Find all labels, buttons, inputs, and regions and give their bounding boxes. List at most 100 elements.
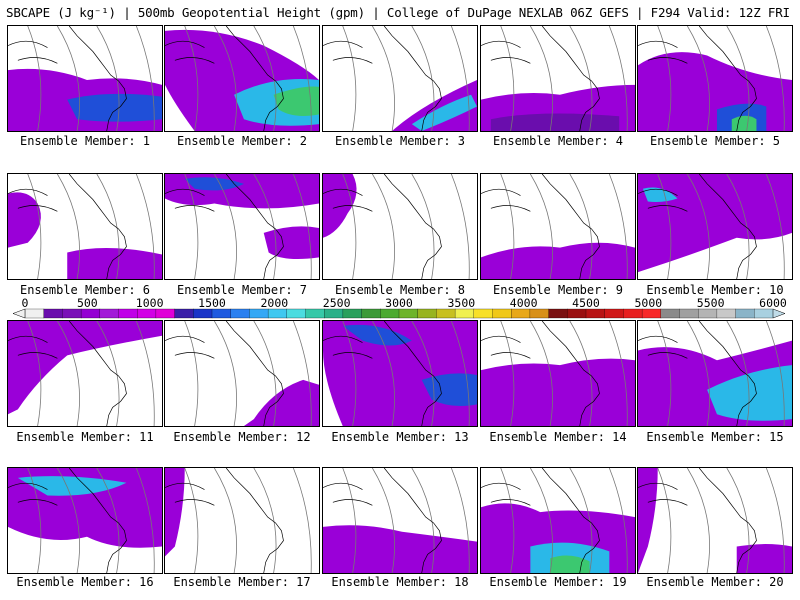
cape-map-17	[165, 468, 312, 573]
map-panel-1	[7, 25, 163, 132]
ensemble-member-label: Ensemble Member: 1	[19, 134, 151, 148]
cape-region	[638, 468, 658, 573]
map-panel-4	[480, 25, 636, 132]
colorbar-swatch	[174, 308, 194, 319]
colorbar-swatch	[249, 308, 269, 319]
colorbar-tick-label: 2000	[260, 296, 289, 310]
height-contour	[530, 174, 553, 279]
coastline	[383, 321, 442, 426]
height-contour	[27, 468, 42, 573]
cape-region	[17, 476, 127, 496]
height-contour	[342, 468, 357, 573]
cape-map-12	[165, 321, 319, 426]
height-contour	[530, 468, 553, 573]
height-contour	[342, 321, 357, 426]
height-contour	[57, 26, 80, 131]
height-contour	[342, 174, 357, 279]
height-contour	[500, 26, 515, 131]
cape-region	[707, 365, 792, 421]
height-contour	[253, 174, 277, 279]
coastline	[481, 335, 531, 359]
cape-region	[481, 242, 635, 279]
cape-map-20	[638, 468, 792, 573]
height-contour	[253, 321, 277, 426]
height-contour	[135, 174, 155, 279]
cape-region	[263, 226, 319, 260]
height-contour	[214, 321, 237, 426]
cape-map-15	[638, 321, 792, 426]
ensemble-member-label: Ensemble Member: 14	[489, 430, 627, 444]
height-contour	[253, 468, 277, 573]
cape-map-4	[481, 26, 635, 131]
height-contour	[292, 321, 312, 426]
ensemble-member-label: Ensemble Member: 8	[334, 283, 466, 297]
ensemble-member-label: Ensemble Member: 16	[16, 575, 154, 589]
colorbar-swatch	[230, 308, 250, 319]
coastline	[8, 40, 58, 64]
colorbar-tick-label: 5500	[696, 296, 725, 310]
cape-map-19	[481, 468, 635, 573]
height-contour	[411, 321, 435, 426]
coastline	[481, 40, 531, 64]
coastline	[68, 321, 127, 426]
colorbar-swatch	[361, 308, 381, 319]
height-contour	[372, 321, 395, 426]
cape-region	[165, 468, 185, 557]
colorbar-swatch	[118, 308, 138, 319]
coastline	[323, 482, 373, 506]
ensemble-member-label: Ensemble Member: 7	[176, 283, 308, 297]
colorbar-swatch	[641, 308, 662, 319]
height-contour	[726, 468, 750, 573]
coastline	[481, 188, 531, 212]
cape-region	[638, 52, 792, 131]
coastline	[225, 468, 284, 573]
coastline	[225, 26, 284, 131]
coastline	[383, 26, 442, 131]
map-panel-15	[637, 320, 793, 427]
colorbar-swatch	[548, 308, 568, 319]
colorbar-swatch	[511, 308, 531, 319]
coastline	[541, 468, 600, 573]
colorbar-swatch	[342, 308, 363, 319]
cape-region	[342, 324, 412, 346]
cape-region	[67, 248, 162, 279]
height-contour	[214, 174, 237, 279]
ensemble-member-label: Ensemble Member: 19	[489, 575, 627, 589]
cape-region	[736, 544, 792, 573]
colorbar-tick-label: 1000	[135, 296, 164, 310]
colorbar-swatch	[286, 308, 306, 319]
cape-map-2	[165, 26, 319, 131]
colorbar-swatch	[398, 308, 419, 319]
height-contour	[765, 174, 785, 279]
cape-map-18	[323, 468, 477, 573]
cape-map-9	[481, 174, 635, 279]
colorbar-swatch	[735, 308, 755, 319]
colorbar-tick-label: 0	[21, 296, 29, 310]
height-contour	[450, 26, 470, 131]
height-contour	[450, 468, 470, 573]
height-contour	[292, 26, 312, 131]
height-contour	[450, 321, 470, 426]
height-contour	[687, 468, 710, 573]
coastline	[165, 482, 215, 506]
cape-region	[392, 79, 477, 131]
map-panel-8	[322, 173, 478, 280]
colorbar-swatch	[305, 308, 325, 319]
height-contour	[96, 174, 120, 279]
colorbar-swatch	[454, 308, 475, 319]
coastline	[638, 335, 688, 359]
height-contour	[292, 174, 312, 279]
cape-region	[490, 113, 620, 131]
height-contour	[530, 321, 553, 426]
ensemble-member-label: Ensemble Member: 4	[492, 134, 624, 148]
height-contour	[608, 26, 628, 131]
cape-map-6	[8, 174, 162, 279]
colorbar-tick-label: 4000	[509, 296, 538, 310]
height-contour	[687, 174, 710, 279]
colorbar-swatch	[567, 308, 587, 319]
ensemble-member-label: Ensemble Member: 12	[173, 430, 311, 444]
map-panel-2	[164, 25, 320, 132]
height-contour	[569, 174, 593, 279]
height-contour	[184, 468, 199, 573]
colorbar-min-arrow	[12, 308, 26, 319]
